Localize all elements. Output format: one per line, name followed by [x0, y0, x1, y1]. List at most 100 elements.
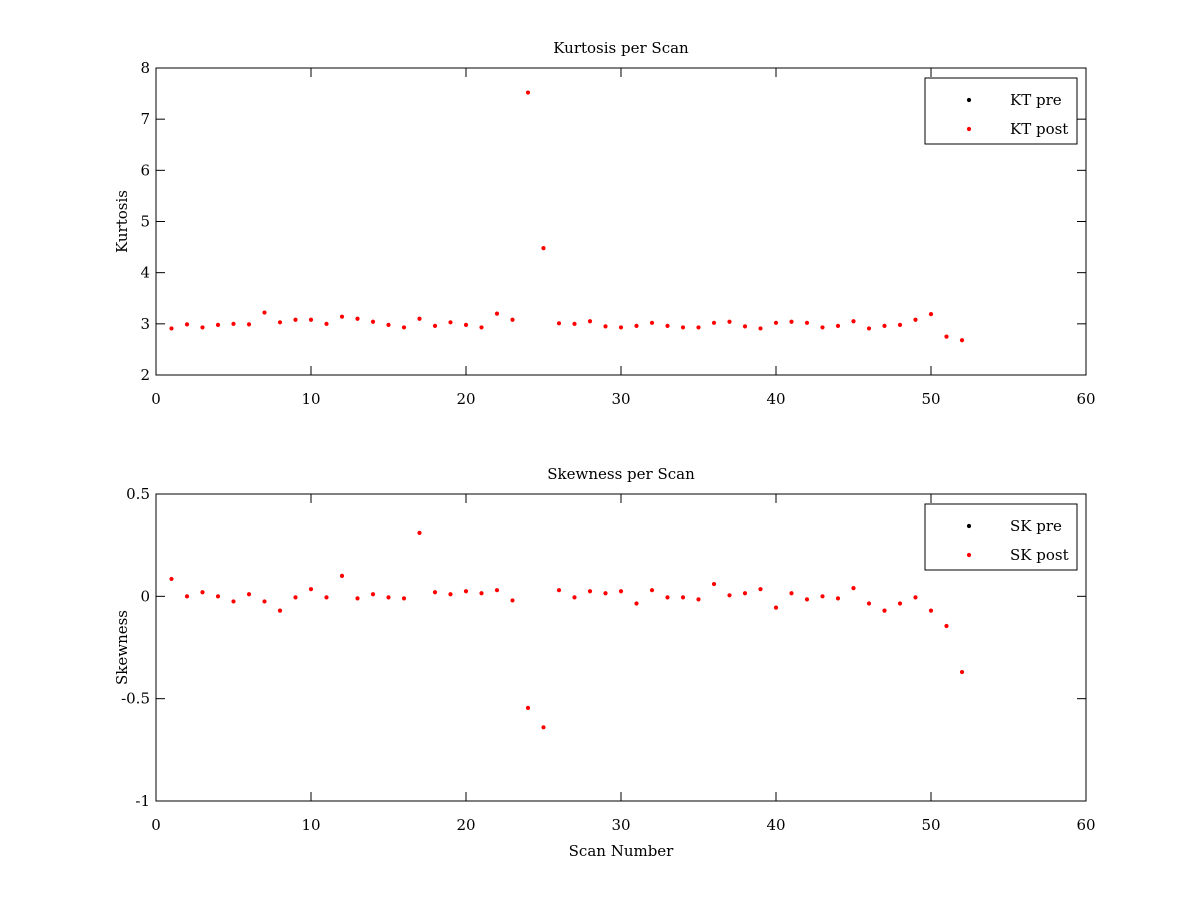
legend-marker [966, 552, 972, 558]
y-tick-label: 0.5 [126, 485, 150, 503]
y-tick-label: 8 [140, 59, 150, 77]
data-point [370, 592, 376, 597]
legend-marker [966, 523, 972, 529]
data-point [339, 314, 345, 319]
data-point [603, 591, 608, 596]
data-point [370, 319, 376, 324]
x-tick-label: 0 [151, 390, 161, 408]
data-point [231, 599, 236, 604]
data-point [308, 317, 314, 322]
data-point [758, 587, 763, 592]
data-point [479, 591, 484, 596]
legend-box [924, 77, 1078, 145]
data-point [773, 605, 779, 610]
data-point [200, 325, 205, 330]
data-point [866, 326, 872, 331]
data-point [959, 338, 965, 343]
data-point [215, 322, 221, 327]
x-tick-label: 20 [456, 390, 475, 408]
data-point [742, 591, 748, 596]
x-tick-label: 50 [921, 390, 940, 408]
data-point [417, 316, 422, 321]
data-point [680, 595, 686, 600]
data-point [386, 595, 391, 600]
data-point [944, 623, 949, 629]
data-point [820, 594, 825, 599]
data-point [277, 320, 283, 325]
data-point [727, 593, 732, 598]
data-point [479, 325, 484, 330]
data-point [897, 601, 903, 606]
legend: SK pre SK post [924, 503, 1078, 571]
data-point [184, 594, 190, 599]
data-point [324, 321, 329, 326]
x-tick-label: 30 [611, 390, 630, 408]
data-point [835, 323, 841, 328]
subplot-2: Skewness per Scan Skewness Scan Number 0 10 2… [113, 465, 1096, 860]
data-point [928, 312, 934, 317]
data-point [913, 317, 918, 322]
data-point [262, 599, 267, 604]
data-point [649, 320, 655, 325]
data-point [742, 324, 748, 329]
series-2 [169, 90, 965, 343]
data-point [866, 601, 872, 606]
data-point [541, 246, 546, 251]
x-tick-label: 0 [151, 816, 161, 834]
chart-title: Skewness per Scan [547, 465, 695, 483]
data-point [401, 596, 407, 601]
data-point [572, 321, 577, 326]
data-point [463, 589, 469, 594]
data-point [913, 595, 918, 600]
data-point [448, 320, 453, 325]
data-point [696, 597, 701, 602]
data-point [215, 594, 221, 599]
data-point [510, 598, 515, 603]
data-point [711, 581, 717, 587]
legend-marker [966, 97, 972, 103]
data-point [293, 595, 298, 600]
x-tick-label: 60 [1076, 390, 1095, 408]
y-tick-label: 7 [140, 110, 150, 128]
x-tick-label: 20 [456, 816, 475, 834]
data-point [231, 321, 236, 326]
data-point [324, 595, 329, 600]
data-point [448, 592, 453, 597]
y-tick-label: -0.5 [121, 690, 150, 708]
legend-entry-label: SK pre [1010, 517, 1062, 535]
data-point [928, 608, 934, 613]
data-point [665, 323, 670, 328]
data-point [634, 601, 639, 606]
data-point [603, 324, 608, 329]
x-tick-label: 40 [766, 816, 785, 834]
data-point [835, 596, 841, 601]
data-point [882, 608, 887, 613]
data-point [618, 589, 624, 594]
data-point [897, 322, 903, 327]
data-point [587, 589, 593, 594]
data-point [556, 321, 562, 326]
data-point [293, 317, 298, 322]
x-axis-label: Scan Number [569, 842, 675, 860]
data-point [758, 326, 763, 331]
data-point [401, 325, 407, 330]
legend-entry-label: KT pre [1010, 91, 1062, 109]
data-point [494, 588, 500, 593]
data-point [789, 319, 794, 324]
x-tick-label: 40 [766, 390, 785, 408]
series-2 [169, 530, 965, 730]
legend: KT pre KT post [924, 77, 1078, 145]
data-point [882, 323, 887, 328]
data-point [944, 334, 949, 339]
data-point [804, 320, 810, 325]
data-point [556, 588, 562, 593]
data-point [727, 319, 732, 324]
data-point [355, 316, 360, 321]
data-point [634, 323, 639, 328]
data-point [789, 591, 794, 596]
data-point [959, 669, 965, 675]
legend-entry-label: KT post [1010, 120, 1068, 138]
data-point [355, 596, 360, 601]
x-tick-label: 50 [921, 816, 940, 834]
